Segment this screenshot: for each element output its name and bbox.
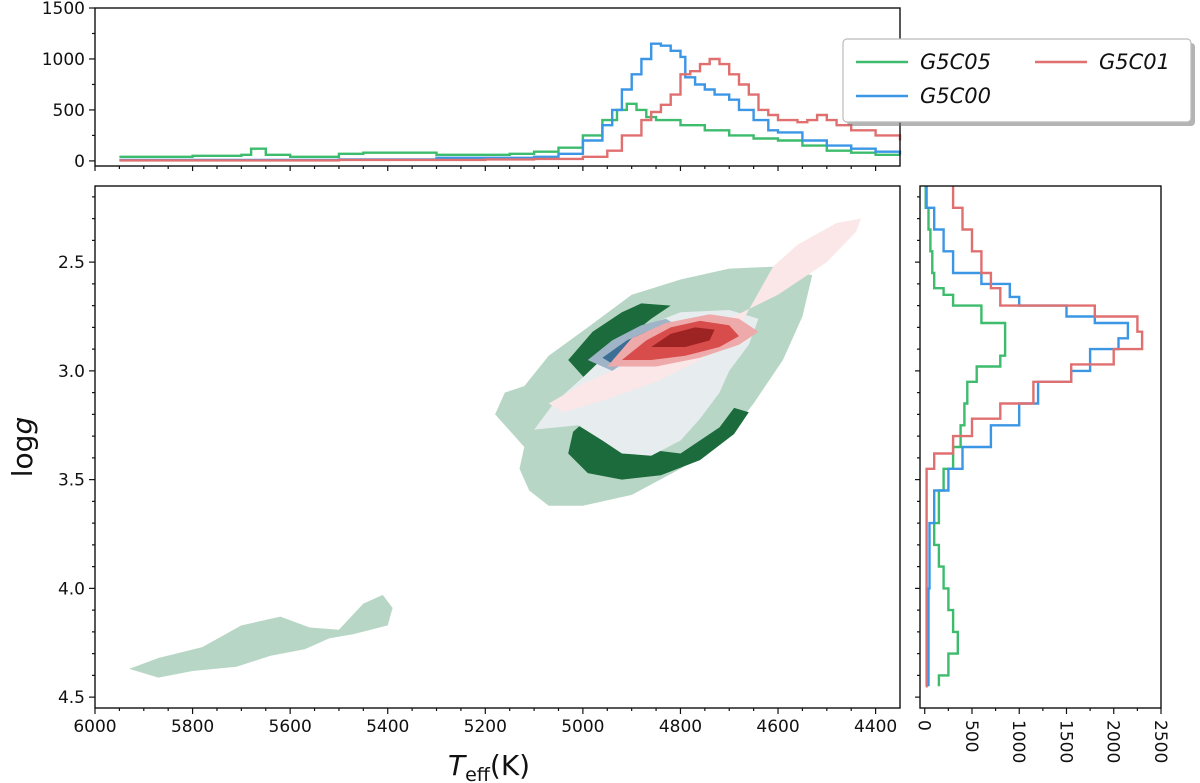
top-y-tick-label: 1500: [42, 0, 85, 19]
top-histogram-series: [119, 42, 902, 162]
y-axis-label: logg: [6, 417, 39, 477]
main-y-tick-label: 2.5: [58, 253, 85, 273]
top-histogram-frame: [94, 7, 901, 167]
top-hist-g5c05: [119, 102, 900, 158]
legend-label-g5c01: G5C01: [1099, 50, 1170, 74]
top-histogram-panel: 0 500 1000 1500: [42, 0, 902, 172]
right-histogram-panel: 0 500 1000 1500 2000 2500: [914, 185, 1170, 763]
main-x-tick-label: 4400: [854, 717, 897, 737]
contour-g5c01-outer-7: [548, 218, 861, 413]
legend-box: [842, 38, 1192, 123]
right-histogram-series: [924, 186, 1144, 688]
main-plot-frame: [94, 185, 901, 709]
right-x-ticks: 0 500 1000 1500 2000 2500: [914, 708, 1170, 763]
legend-label-g5c00: G5C00: [920, 84, 991, 108]
legend: G5C05 G5C01 G5C00: [842, 38, 1195, 126]
right-hist-g5c05: [924, 186, 1007, 687]
main-y-tick-label: 3.5: [58, 471, 85, 491]
main-x-tick-label: 5600: [269, 717, 312, 737]
right-x-tick-label: 1000: [1008, 720, 1028, 763]
right-hist-g5c01: [925, 186, 1144, 688]
top-y-ticks: 0 500 1000 1500: [42, 0, 95, 172]
main-y-tick-label: 4.0: [58, 579, 85, 599]
main-contour-panel: 6000 5800 5600 5400 5200 5000 4800 4600 4400 2.5…: [6, 185, 901, 783]
right-x-tick-label: 2000: [1103, 720, 1123, 763]
right-histogram-frame: [919, 185, 1162, 709]
main-y-tick-label: 3.0: [58, 362, 85, 382]
top-y-tick-label: 0: [74, 152, 85, 172]
main-x-tick-label: 5000: [561, 717, 604, 737]
top-y-tick-label: 500: [53, 101, 85, 121]
x-axis-label: Teff(K): [448, 749, 530, 783]
main-x-tick-label: 5800: [171, 717, 214, 737]
main-x-tick-label: 4600: [756, 717, 799, 737]
right-x-tick-label: 2500: [1150, 720, 1170, 763]
main-x-tick-label: 5400: [366, 717, 409, 737]
main-x-tick-label: 5200: [464, 717, 507, 737]
right-x-tick-label: 500: [961, 720, 981, 752]
right-y-ticks: [915, 196, 920, 698]
top-hist-g5c01: [119, 57, 902, 162]
top-x-ticks: [94, 166, 877, 171]
contour-g5c05-outer-1: [129, 594, 393, 678]
main-y-tick-label: 4.5: [58, 688, 85, 708]
contour-regions: [129, 218, 861, 678]
top-y-tick-label: 1000: [42, 50, 85, 70]
main-x-tick-label: 6000: [73, 717, 116, 737]
top-hist-g5c00: [119, 42, 902, 162]
main-y-ticks: 2.5 3.0 3.5 4.0 4.5: [58, 196, 95, 708]
main-x-ticks: 6000 5800 5600 5400 5200 5000 4800 4600 4400: [73, 708, 897, 737]
legend-label-g5c05: G5C05: [920, 50, 991, 74]
contour-g5c01-peak-10: [651, 327, 715, 347]
right-x-tick-label: 0: [914, 720, 934, 731]
main-x-tick-label: 4800: [659, 717, 702, 737]
x-axis-label-subscript: eff: [465, 764, 491, 783]
right-hist-g5c00: [925, 186, 1130, 687]
right-x-tick-label: 1500: [1055, 720, 1075, 763]
